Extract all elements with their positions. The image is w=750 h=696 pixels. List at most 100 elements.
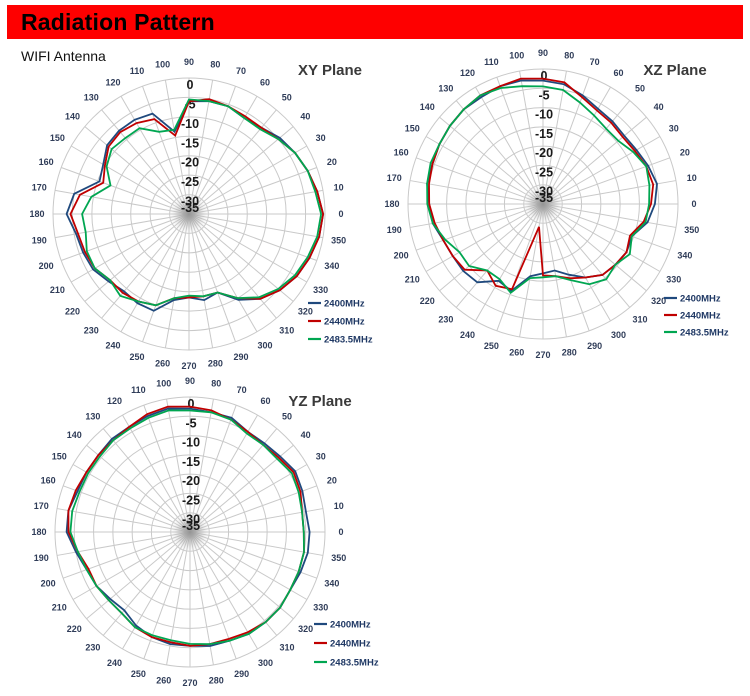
legend: 2400MHz 2440MHz 2483.5MHz (314, 620, 379, 669)
polar-chart-xy-plane: 0 10 20 30 40 50 60 70 80 90 100 110 120 130 140 150 160… (0, 42, 385, 387)
angle-tick-labels: 0102030405060708090100110120130140150160… (31, 376, 346, 688)
angle-label-50: 50 (635, 83, 645, 93)
angle-label-170: 170 (387, 173, 402, 183)
angle-tick-labels: 0102030405060708090100110120130140150160… (29, 57, 346, 371)
angle-label-220: 220 (67, 624, 82, 634)
angle-label-230: 230 (84, 325, 99, 335)
angle-label-290: 290 (587, 341, 602, 351)
angle-label-320: 320 (298, 624, 313, 634)
angle-label-30: 30 (316, 133, 326, 143)
radial-label--25: -25 (181, 175, 199, 189)
angle-label-90: 90 (538, 48, 548, 58)
angle-label-160: 160 (39, 157, 54, 167)
angle-label-240: 240 (105, 341, 120, 351)
legend-label-2440MHz: 2440MHz (324, 317, 365, 328)
angle-label-80: 80 (211, 378, 221, 388)
radial-label--10: -10 (181, 117, 199, 131)
angle-label-290: 290 (233, 352, 248, 362)
radial-label--25: -25 (535, 165, 553, 179)
angle-label-20: 20 (680, 147, 690, 157)
polar-grid (52, 77, 326, 351)
page-title: Radiation Pattern (21, 8, 215, 35)
angle-label-250: 250 (131, 669, 146, 679)
radial-label--35: -35 (181, 201, 199, 215)
angle-label-70: 70 (236, 66, 246, 76)
angle-label-130: 130 (84, 93, 99, 103)
radial-label--5: -5 (185, 416, 196, 430)
legend-label-2400MHz: 2400MHz (330, 620, 371, 631)
radial-label--30: -30 (181, 195, 199, 209)
angle-label-0: 0 (338, 527, 343, 537)
angle-label-210: 210 (50, 285, 65, 295)
angle-label-40: 40 (300, 111, 310, 121)
radial-label-0: 0 (188, 397, 195, 411)
polar-grid (54, 396, 326, 668)
angle-label-260: 260 (509, 348, 524, 358)
angle-label-130: 130 (438, 83, 453, 93)
legend-label-2440MHz: 2440MHz (330, 639, 371, 650)
angle-label-300: 300 (611, 330, 626, 340)
angle-label-210: 210 (52, 603, 67, 613)
angle-label-70: 70 (237, 385, 247, 395)
angle-label-30: 30 (316, 452, 326, 462)
angle-label-170: 170 (34, 501, 49, 511)
angle-label-80: 80 (210, 59, 220, 69)
angle-label-200: 200 (39, 261, 54, 271)
angle-label-90: 90 (185, 376, 195, 386)
angle-label-80: 80 (564, 50, 574, 60)
angle-label-300: 300 (257, 341, 272, 351)
radial-label--30: -30 (535, 185, 553, 199)
legend-label-2483.5MHz: 2483.5MHz (324, 335, 373, 346)
angle-label-40: 40 (301, 430, 311, 440)
angle-label-240: 240 (107, 658, 122, 668)
angle-label-20: 20 (327, 475, 337, 485)
angle-label-320: 320 (298, 307, 313, 317)
legend-label-2400MHz: 2400MHz (324, 299, 365, 310)
center-blur (168, 510, 212, 554)
angle-label-200: 200 (394, 251, 409, 261)
legend: 2400MHz 2440MHz 2483.5MHz (308, 299, 373, 346)
angle-label-40: 40 (654, 102, 664, 112)
angle-label-280: 280 (209, 676, 224, 686)
angle-label-330: 330 (666, 275, 681, 285)
angle-label-180: 180 (31, 527, 46, 537)
angle-label-350: 350 (331, 553, 346, 563)
angle-label-60: 60 (260, 396, 270, 406)
angle-label-190: 190 (32, 235, 47, 245)
angle-label-280: 280 (208, 359, 223, 369)
radial-label--15: -15 (181, 136, 199, 150)
legend-label-2400MHz: 2400MHz (680, 294, 721, 305)
angle-label-140: 140 (420, 102, 435, 112)
radial-label--20: -20 (535, 146, 553, 160)
angle-label-210: 210 (405, 275, 420, 285)
center-blur (167, 192, 211, 236)
angle-label-120: 120 (460, 68, 475, 78)
series-line-2440MHz (428, 77, 655, 291)
angle-label-290: 290 (234, 669, 249, 679)
series-line-2440MHz (67, 405, 305, 647)
angle-label-160: 160 (394, 147, 409, 157)
angle-label-230: 230 (438, 315, 453, 325)
angle-tick-labels: 0102030405060708090100110120130140150160… (384, 48, 699, 360)
angle-label-20: 20 (327, 157, 337, 167)
radial-label--30: -30 (182, 513, 200, 527)
angle-label-220: 220 (420, 296, 435, 306)
angle-label-310: 310 (633, 315, 648, 325)
polar-chart-yz-plane: 0 10 20 30 40 50 60 70 80 90 100 110 120 130 140 150 160… (0, 362, 385, 696)
angle-label-240: 240 (460, 330, 475, 340)
radial-label--15: -15 (535, 127, 553, 141)
angle-label-310: 310 (280, 643, 295, 653)
angle-label-140: 140 (65, 111, 80, 121)
angle-label-0: 0 (691, 199, 696, 209)
angle-label-150: 150 (52, 452, 67, 462)
angle-label-330: 330 (313, 603, 328, 613)
angle-label-70: 70 (590, 57, 600, 67)
chart-canvas-xy-plane: 0 10 20 30 40 50 60 70 80 90 100 110 120 130 140 150 160… (29, 57, 373, 371)
angle-label-220: 220 (65, 307, 80, 317)
series-line-2483.5MHz (69, 409, 305, 646)
radial-label--15: -15 (182, 455, 200, 469)
angle-label-100: 100 (509, 50, 524, 60)
radial-label--20: -20 (182, 474, 200, 488)
